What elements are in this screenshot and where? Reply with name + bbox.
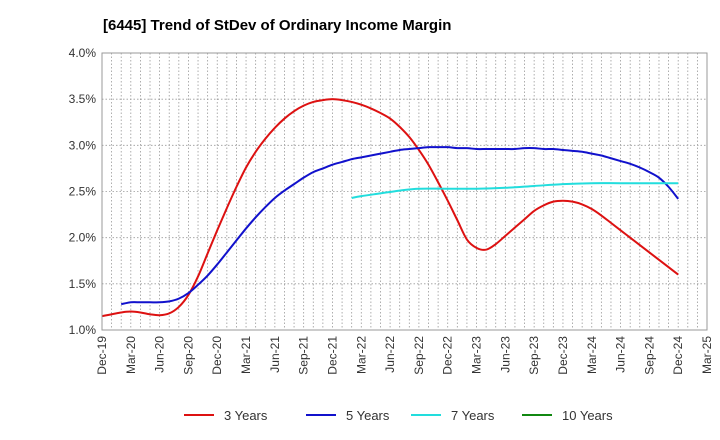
y-tick-label: 3.0%: [69, 138, 97, 152]
x-tick-label: Sep-24: [642, 336, 656, 375]
series-lines: [101, 98, 679, 318]
x-tick-label: Mar-23: [470, 336, 484, 374]
x-tick-label: Dec-24: [671, 336, 685, 375]
x-tick-label: Jun-24: [614, 336, 628, 373]
legend-label: 3 Years: [224, 408, 268, 423]
x-tick-label: Jun-22: [383, 336, 397, 373]
y-tick-label: 1.0%: [69, 323, 97, 337]
legend: 3 Years 5 Years 7 Years 10 Years: [184, 408, 613, 423]
x-tick-label: Mar-21: [239, 336, 253, 374]
y-tick-label: 1.5%: [69, 277, 97, 291]
series-line-3-years: [101, 98, 679, 318]
x-tick-label: Jun-23: [498, 336, 512, 373]
x-tick-label: Mar-20: [124, 336, 138, 374]
x-tick-label: Sep-23: [527, 336, 541, 375]
x-tick-label: Mar-22: [354, 336, 368, 374]
x-tick-label: Dec-20: [210, 336, 224, 375]
series-line-5-years: [121, 146, 679, 306]
x-axis-tick-labels: Dec-19 Mar-20 Jun-20 Sep-20 Dec-20 Mar-21 Jun-…: [95, 336, 714, 375]
x-tick-label: Dec-22: [441, 336, 455, 375]
x-tick-label: Mar-24: [585, 336, 599, 374]
legend-label: 5 Years: [346, 408, 390, 423]
x-tick-label: Jun-21: [268, 336, 282, 373]
y-tick-label: 3.5%: [69, 92, 97, 106]
x-tick-label: Dec-23: [556, 336, 570, 375]
x-tick-label: Jun-20: [153, 336, 167, 373]
y-tick-label: 2.5%: [69, 185, 97, 199]
x-tick-label: Sep-21: [297, 336, 311, 375]
x-tick-label: Dec-19: [95, 336, 109, 375]
x-tick-label: Mar-25: [700, 336, 714, 374]
x-tick-label: Dec-21: [325, 336, 339, 375]
y-axis-tick-labels: 1.0% 1.5% 2.0% 2.5% 3.0% 3.5% 4.0%: [69, 46, 97, 337]
y-tick-label: 2.0%: [69, 231, 97, 245]
series-line-7-years: [351, 182, 679, 199]
plot-frame: [101, 52, 708, 331]
chart-title: [6445] Trend of StDev of Ordinary Income…: [103, 17, 451, 34]
y-tick-label: 4.0%: [69, 46, 97, 60]
x-tick-label: Sep-20: [181, 336, 195, 375]
legend-label: 10 Years: [562, 408, 613, 423]
legend-label: 7 Years: [451, 408, 495, 423]
x-tick-label: Sep-22: [412, 336, 426, 375]
